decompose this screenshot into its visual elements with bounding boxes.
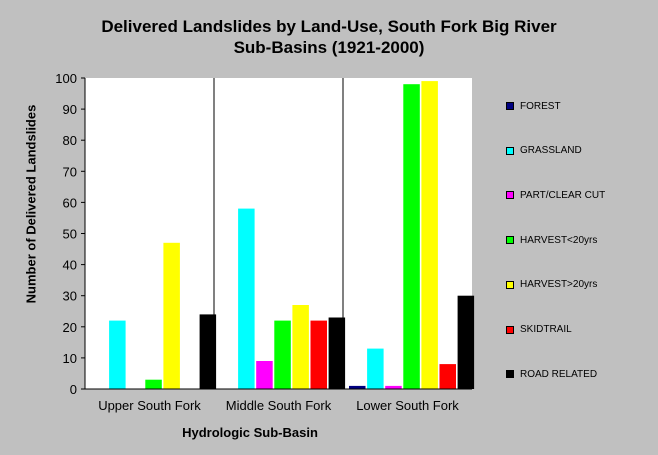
chart-title: Delivered Landslides by Land-Use, South … [0,16,658,58]
bar-part-clear-cut-2 [385,385,402,389]
y-tick-label: 20 [63,320,77,335]
x-tick-label: Upper South Fork [98,398,201,413]
legend-label: SKIDTRAIL [520,324,572,335]
y-tick-label: 50 [63,227,77,242]
bar-skidtrail-1 [310,320,327,389]
bar-harvest-20yrs-2 [421,81,438,389]
y-tick-label: 90 [63,102,77,117]
x-tick-label: Middle South Fork [226,398,332,413]
legend-swatch [506,280,514,289]
legend-label: HARVEST>20yrs [520,279,598,291]
legend-item: GRASSLAND [506,144,582,158]
legend-item: FOREST [506,99,561,113]
bar-road-related-0 [199,314,217,389]
bar-grassland-1 [238,208,255,389]
legend-item: ROAD RELATED [506,367,597,381]
legend-swatch [506,370,514,379]
bar-part-clear-cut-1 [256,361,273,389]
bar-forest-2 [349,385,366,389]
bar-grassland-2 [367,348,384,389]
y-tick-label: 60 [63,195,77,210]
legend-item: HARVEST>20yrs [506,278,597,292]
x-axis-label: Hydrologic Sub-Basin [182,425,318,440]
bar-road-related-2 [457,295,475,389]
y-tick-label: 0 [70,382,77,397]
legend-item: HARVEST<20yrs [506,233,597,247]
legend-label: PART/CLEAR CUT [520,189,606,201]
x-tick-label: Lower South Fork [356,398,459,413]
legend-label: HARVEST<20yrs [520,234,598,246]
legend-swatch [506,325,514,334]
y-tick-label: 40 [63,258,77,273]
bar-grassland-0 [109,320,126,389]
y-axis-label: Number of Delivered Landslides [23,104,39,304]
legend-swatch [506,191,514,200]
legend-swatch [506,102,514,110]
y-tick-label: 100 [55,71,77,86]
legend-label: ROAD RELATED [520,368,598,380]
y-tick-label: 30 [63,289,77,304]
legend-item: SKIDTRAIL [506,323,572,337]
bar-harvest-20yrs-2 [403,84,420,389]
legend-label: GRASSLAND [520,145,582,157]
y-tick-label: 10 [63,351,77,366]
bar-harvest-20yrs-1 [292,305,309,389]
bar-harvest-20yrs-0 [163,242,180,389]
chart-title-line-1: Delivered Landslides by Land-Use, South … [101,17,557,36]
legend-label: FOREST [520,100,561,112]
legend-swatch [506,146,514,155]
y-tick-label: 80 [63,133,77,148]
legend-swatch [506,236,514,245]
bar-harvest-20yrs-0 [145,379,162,389]
legend-item: PART/CLEAR CUT [506,188,605,202]
chart-title-line-2: Sub-Basins (1921-2000) [233,38,425,57]
bar-skidtrail-2 [439,364,456,389]
bar-harvest-20yrs-1 [274,320,291,389]
bar-road-related-1 [328,317,346,389]
y-tick-label: 70 [63,164,77,179]
